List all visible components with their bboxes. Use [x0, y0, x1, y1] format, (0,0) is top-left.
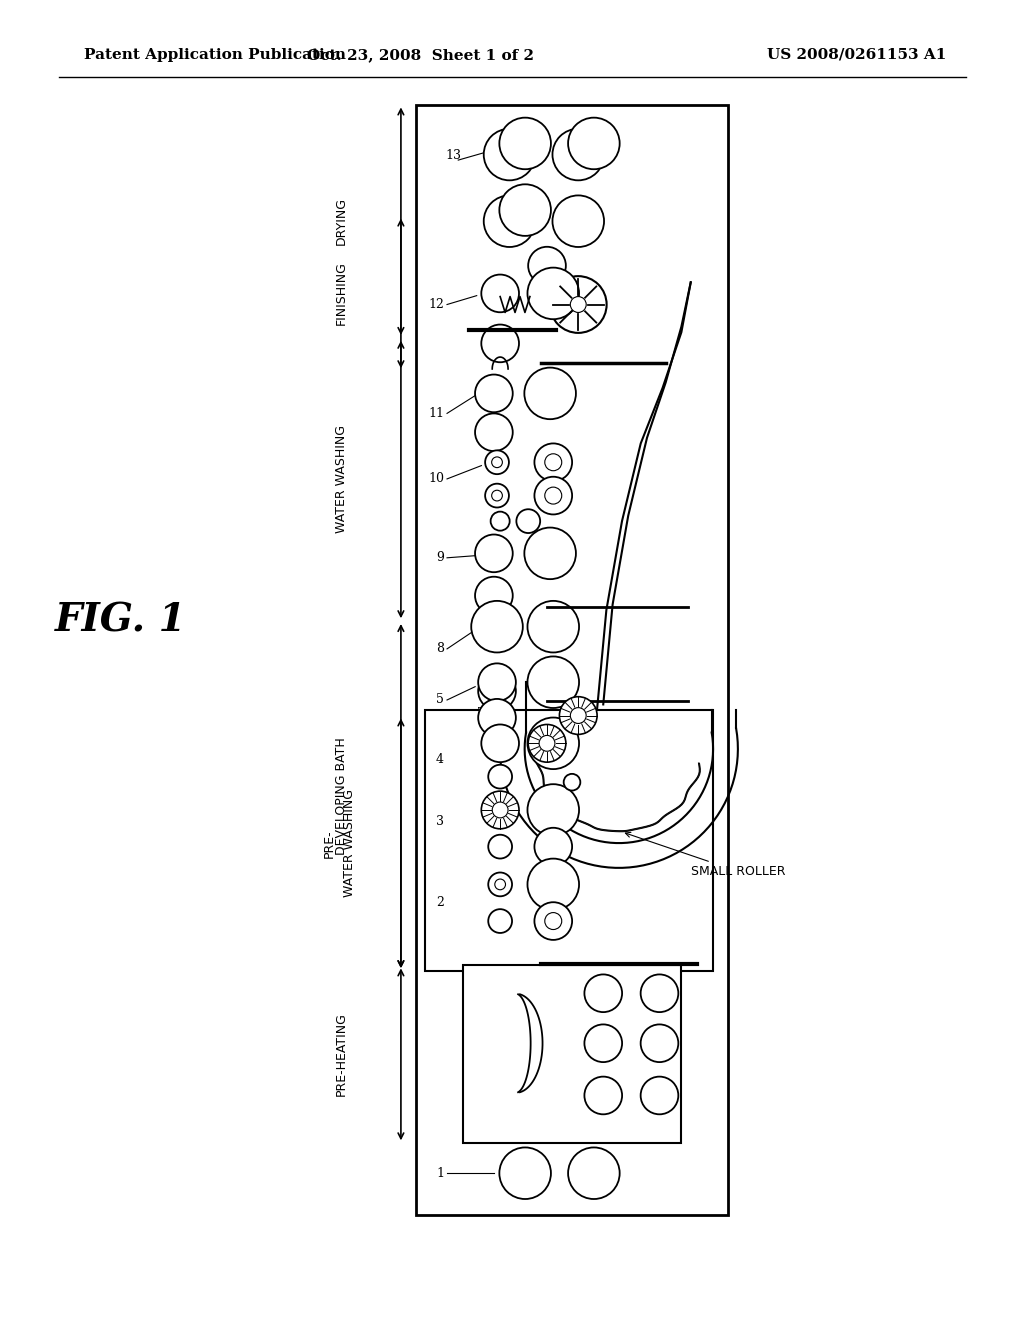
Circle shape — [545, 912, 562, 929]
Circle shape — [481, 791, 519, 829]
Circle shape — [516, 510, 541, 533]
Circle shape — [559, 697, 597, 734]
Circle shape — [641, 974, 678, 1012]
Text: 6: 6 — [476, 737, 484, 750]
Circle shape — [485, 450, 509, 474]
Circle shape — [475, 413, 513, 451]
Text: WATER WASHING: WATER WASHING — [335, 425, 348, 533]
Circle shape — [528, 725, 566, 762]
Circle shape — [475, 535, 513, 572]
Circle shape — [478, 664, 516, 701]
Circle shape — [483, 129, 536, 181]
Text: 10: 10 — [428, 473, 444, 486]
Bar — [425, 710, 713, 972]
Circle shape — [535, 444, 572, 480]
Text: 2: 2 — [436, 896, 444, 908]
Circle shape — [488, 764, 512, 788]
Text: 9: 9 — [436, 552, 444, 564]
Circle shape — [585, 1077, 623, 1114]
Circle shape — [493, 803, 508, 818]
Circle shape — [527, 718, 579, 770]
Circle shape — [641, 1077, 678, 1114]
Circle shape — [553, 129, 604, 181]
Circle shape — [527, 601, 579, 652]
Circle shape — [585, 974, 623, 1012]
Circle shape — [568, 1147, 620, 1199]
Circle shape — [535, 828, 572, 866]
Circle shape — [568, 117, 620, 169]
Circle shape — [490, 512, 510, 531]
Circle shape — [481, 325, 519, 362]
Circle shape — [500, 1147, 551, 1199]
Circle shape — [527, 784, 579, 836]
Text: 13: 13 — [445, 149, 461, 161]
Circle shape — [524, 367, 575, 420]
Circle shape — [641, 1024, 678, 1063]
Text: 5: 5 — [436, 693, 444, 706]
Circle shape — [545, 454, 562, 471]
Bar — [416, 104, 728, 1216]
Text: DEVELOPING BATH: DEVELOPING BATH — [335, 737, 348, 855]
Circle shape — [527, 858, 579, 911]
Text: SMALL ROLLER: SMALL ROLLER — [626, 833, 785, 878]
Bar — [463, 965, 681, 1143]
Circle shape — [570, 297, 586, 313]
Circle shape — [485, 483, 509, 507]
Text: 8: 8 — [436, 643, 444, 656]
Circle shape — [475, 577, 513, 614]
Circle shape — [492, 490, 503, 502]
Circle shape — [563, 774, 581, 791]
Circle shape — [483, 195, 536, 247]
Text: DRYING: DRYING — [335, 197, 348, 246]
Text: 4: 4 — [436, 754, 444, 767]
Circle shape — [500, 185, 551, 236]
Circle shape — [535, 477, 572, 515]
Circle shape — [481, 725, 519, 762]
Text: Oct. 23, 2008  Sheet 1 of 2: Oct. 23, 2008 Sheet 1 of 2 — [307, 48, 535, 62]
Text: 11: 11 — [428, 407, 444, 420]
Text: WATER WASHING: WATER WASHING — [343, 789, 355, 898]
Circle shape — [478, 672, 516, 710]
Text: PRE-: PRE- — [323, 829, 336, 858]
Circle shape — [495, 879, 506, 890]
Circle shape — [524, 528, 575, 579]
Circle shape — [550, 276, 606, 333]
Circle shape — [500, 117, 551, 169]
Circle shape — [481, 275, 519, 313]
Circle shape — [528, 247, 566, 285]
Text: 7: 7 — [476, 706, 484, 719]
Text: FINISHING: FINISHING — [335, 261, 348, 325]
Text: PRE-HEATING: PRE-HEATING — [335, 1012, 348, 1097]
Circle shape — [471, 601, 523, 652]
Circle shape — [488, 909, 512, 933]
Circle shape — [492, 457, 503, 467]
Circle shape — [527, 656, 579, 708]
Circle shape — [488, 873, 512, 896]
Circle shape — [553, 195, 604, 247]
Text: FIG. 1: FIG. 1 — [55, 602, 187, 639]
Circle shape — [585, 1024, 623, 1063]
Text: 1: 1 — [436, 1167, 444, 1180]
Text: 3: 3 — [436, 814, 444, 828]
Text: US 2008/0261153 A1: US 2008/0261153 A1 — [767, 48, 946, 62]
Circle shape — [545, 487, 562, 504]
Circle shape — [570, 708, 586, 723]
Circle shape — [535, 902, 572, 940]
Circle shape — [527, 268, 579, 319]
Circle shape — [539, 735, 555, 751]
Circle shape — [478, 698, 516, 737]
Circle shape — [488, 834, 512, 858]
Circle shape — [475, 375, 513, 412]
Text: 12: 12 — [428, 298, 444, 312]
Text: Patent Application Publication: Patent Application Publication — [84, 48, 345, 62]
